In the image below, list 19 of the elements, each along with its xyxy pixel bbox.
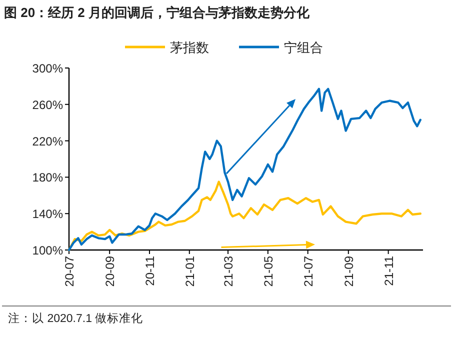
x-tick-label: 20-11 — [142, 256, 157, 286]
y-tick-label: 220% — [32, 134, 64, 148]
legend-label: 宁组合 — [284, 40, 323, 55]
y-tick-label: 180% — [32, 170, 64, 185]
x-tick-label: 21-07 — [301, 256, 316, 287]
legend-label: 茅指数 — [170, 40, 209, 55]
x-tick-label: 21-01 — [182, 256, 197, 287]
x-tick-label: 20-09 — [103, 256, 118, 287]
chart-title: 图 20：经历 2 月的回调后，宁组合与茅指数走势分化 — [4, 5, 311, 20]
x-tick-label: 20-07 — [62, 256, 76, 287]
y-tick-label: 140% — [32, 207, 64, 222]
text: 注：以 2020.7.1 做标准化 — [8, 311, 144, 325]
y-tick-label: 260% — [32, 98, 64, 112]
x-tick-label: 21-11 — [382, 256, 396, 286]
x-tick-label: 21-05 — [261, 256, 276, 287]
x-tick-label: 21-03 — [222, 256, 236, 287]
x-tick-label: 21-09 — [342, 256, 356, 287]
y-tick-label: 100% — [32, 244, 64, 258]
y-tick-label: 300% — [32, 62, 64, 76]
